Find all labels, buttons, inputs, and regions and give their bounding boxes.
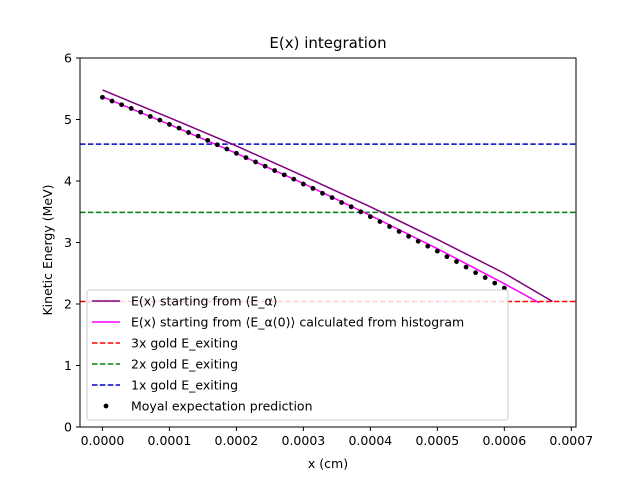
scatter-point [195,133,201,139]
y-tick-label: 5 [64,112,72,127]
legend: E(x) starting from ⟨E_α⟩ E(x) starting fr… [86,289,509,421]
scatter-point [167,122,172,127]
chart-title: E(x) integration [269,34,386,52]
scatter-point [348,204,354,210]
scatter-point [444,254,450,260]
scatter-point [434,248,440,254]
scatter-point [291,176,297,182]
y-axis-label: Kinetic Energy (MeV) [40,184,55,315]
scatter-point [234,150,239,156]
scatter-point [262,163,268,169]
x-tick-label: 0.0007 [549,433,593,448]
x-tick-label: 0.0003 [282,433,326,448]
scatter-point [320,190,325,196]
plot-area [80,89,576,304]
scatter-point [253,159,258,165]
legend-entry-3: 2x gold E_exiting [131,357,238,372]
y-tick-label: 3 [64,235,72,250]
scatter-point [463,264,469,270]
scatter-point [157,117,163,123]
scatter-point [396,229,402,234]
scatter-point [377,219,383,224]
scatter-point [358,209,364,215]
legend-entry-1: E(x) starting from ⟨E_α(0)⟩ calculated f… [131,315,464,330]
axes-frame [79,57,577,428]
x-tick-label: 0.0004 [348,433,392,448]
x-axis-label: x (cm) [308,456,348,471]
legend-box [86,289,509,421]
scatter-point [473,270,478,276]
legend-marker-5 [103,403,109,409]
x-tick-label: 0.0005 [415,433,459,448]
scatter-point [176,125,182,131]
scatter-point [300,181,306,187]
scatter-point [454,259,459,264]
x-tick-label: 0.0000 [81,433,125,448]
scatter-point [367,214,373,220]
scatter-point [406,233,412,239]
legend-entry-0: E(x) starting from ⟨E_α⟩ [131,294,278,309]
x-tick-label: 0.0001 [148,433,192,448]
scatter-point [109,98,115,104]
legend-entry-4: 1x gold E_exiting [131,378,238,393]
scatter-point [387,224,392,229]
scatter-point [128,106,134,111]
scatter-point [138,109,144,115]
scatter-point [224,146,230,152]
y-tick-label: 1 [64,358,72,373]
scatter-point [147,114,153,119]
y-tick-label: 0 [64,420,72,435]
y-tick-label: 4 [64,174,72,189]
scatter-point [310,185,316,191]
scatter-point [329,195,335,201]
scatter-point [501,285,507,291]
y-tick-label: 6 [64,51,72,66]
x-tick-label: 0.0006 [482,433,526,448]
x-axis: 0.0000 0.0001 0.0002 0.0003 0.0004 0.0005 0.00… [81,427,593,448]
x-tick-label: 0.0002 [215,433,259,448]
scatter-point [492,280,498,286]
scatter-point [243,155,249,161]
scatter-point [100,94,105,100]
legend-entry-5: Moyal expectation prediction [131,399,313,414]
legend-entry-2: 3x gold E_exiting [131,336,238,351]
scatter-point [186,130,191,135]
y-tick-label: 2 [64,297,72,312]
y-axis: 0 1 2 3 4 5 6 [64,51,80,435]
scatter-point [281,172,287,178]
line-series-0 [102,89,553,303]
scatter-point [339,200,345,205]
scatter-point [205,138,211,143]
scatter-point [482,275,488,280]
scatter-point [214,142,220,148]
scatter-point [119,102,124,108]
scatter-point [425,243,431,249]
scatter-point [415,238,421,244]
scatter-point [272,168,278,173]
